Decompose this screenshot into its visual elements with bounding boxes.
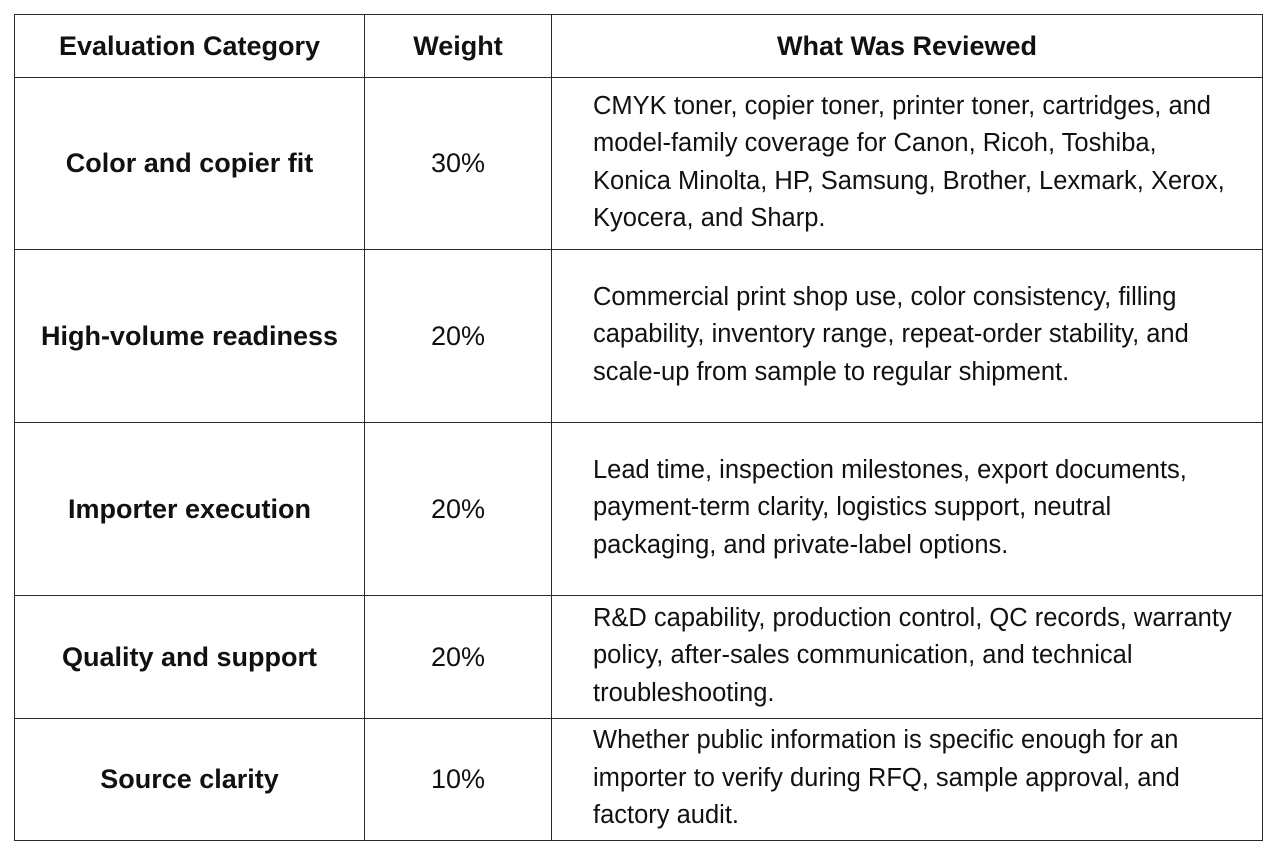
header-evaluation-category: Evaluation Category — [14, 14, 365, 78]
table-row: High-volume readiness 20% Commercial pri… — [14, 249, 1263, 423]
weight-cell: 10% — [364, 718, 552, 841]
weight-cell: 20% — [364, 595, 552, 719]
table-row: Importer execution 20% Lead time, inspec… — [14, 422, 1263, 596]
weight-cell: 20% — [364, 249, 552, 423]
reviewed-cell: R&D capability, production control, QC r… — [551, 595, 1263, 719]
weight-cell: 20% — [364, 422, 552, 596]
reviewed-cell: CMYK toner, copier toner, printer toner,… — [551, 77, 1263, 250]
table-row: Color and copier fit 30% CMYK toner, cop… — [14, 77, 1263, 250]
reviewed-cell: Commercial print shop use, color consist… — [551, 249, 1263, 423]
header-what-was-reviewed: What Was Reviewed — [551, 14, 1263, 78]
table-header: Evaluation Category Weight What Was Revi… — [14, 14, 1263, 78]
evaluation-table: Evaluation Category Weight What Was Revi… — [14, 14, 1263, 841]
category-cell: Color and copier fit — [14, 77, 365, 250]
reviewed-cell: Lead time, inspection milestones, export… — [551, 422, 1263, 596]
category-cell: High-volume readiness — [14, 249, 365, 423]
header-weight: Weight — [364, 14, 552, 78]
reviewed-cell: Whether public information is specific e… — [551, 718, 1263, 841]
table-body: Color and copier fit 30% CMYK toner, cop… — [14, 77, 1263, 841]
category-cell: Importer execution — [14, 422, 365, 596]
category-cell: Quality and support — [14, 595, 365, 719]
weight-cell: 30% — [364, 77, 552, 250]
header-row: Evaluation Category Weight What Was Revi… — [14, 14, 1263, 78]
category-cell: Source clarity — [14, 718, 365, 841]
table-row: Source clarity 10% Whether public inform… — [14, 718, 1263, 841]
table-row: Quality and support 20% R&D capability, … — [14, 595, 1263, 719]
